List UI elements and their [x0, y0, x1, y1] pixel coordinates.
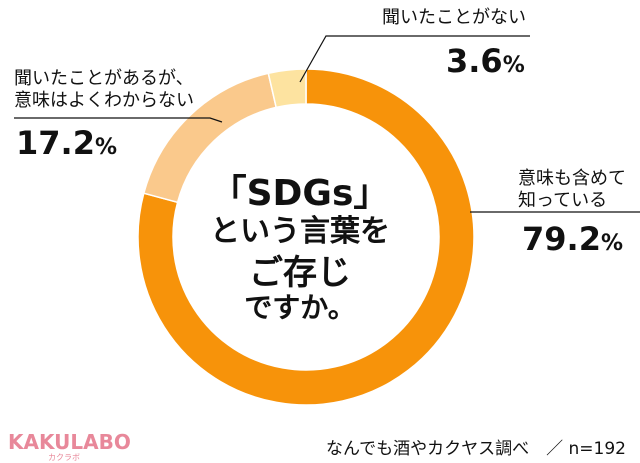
leader-line-never: [299, 35, 530, 83]
slice-label-known-line-2: 知っている: [518, 190, 608, 211]
slice-label-heard-line-2: 意味はよくわからない: [14, 90, 194, 111]
slice-value-heard: 17.2%: [16, 124, 117, 162]
donut-slice-known: [137, 68, 475, 406]
slice-value-known: 79.2%: [522, 220, 623, 258]
slice-value-never-unit: %: [502, 53, 525, 78]
slice-label-known-line-1: 意味も含めて: [518, 168, 626, 189]
slice-label-never-line-1: 聞いたことがない: [382, 7, 526, 28]
slice-value-heard-number: 17.2: [16, 124, 95, 162]
slice-value-never: 3.6%: [446, 42, 525, 80]
center-title-line-1: 「SDGs」: [210, 173, 390, 214]
donut-slice-never: [267, 68, 307, 109]
slice-value-known-number: 79.2: [522, 220, 601, 258]
kakulabo-logo-subtitle: カクラボ: [48, 453, 80, 462]
center-title-line-2: という言葉を: [210, 214, 390, 249]
slice-label-heard-line-1: 聞いたことがあるが、: [14, 68, 194, 89]
slice-value-heard-unit: %: [94, 135, 117, 160]
source-note: なんでも酒やカクヤス調べ ／ n=192: [325, 439, 626, 459]
leader-line-heard: [14, 117, 223, 123]
kakulabo-logo: KAKULABO: [8, 430, 131, 454]
slice-value-known-unit: %: [600, 231, 623, 256]
slice-value-never-number: 3.6: [446, 42, 503, 80]
center-title-line-3: ご存じ: [249, 253, 351, 293]
center-title-line-4: ですか。: [244, 291, 356, 324]
